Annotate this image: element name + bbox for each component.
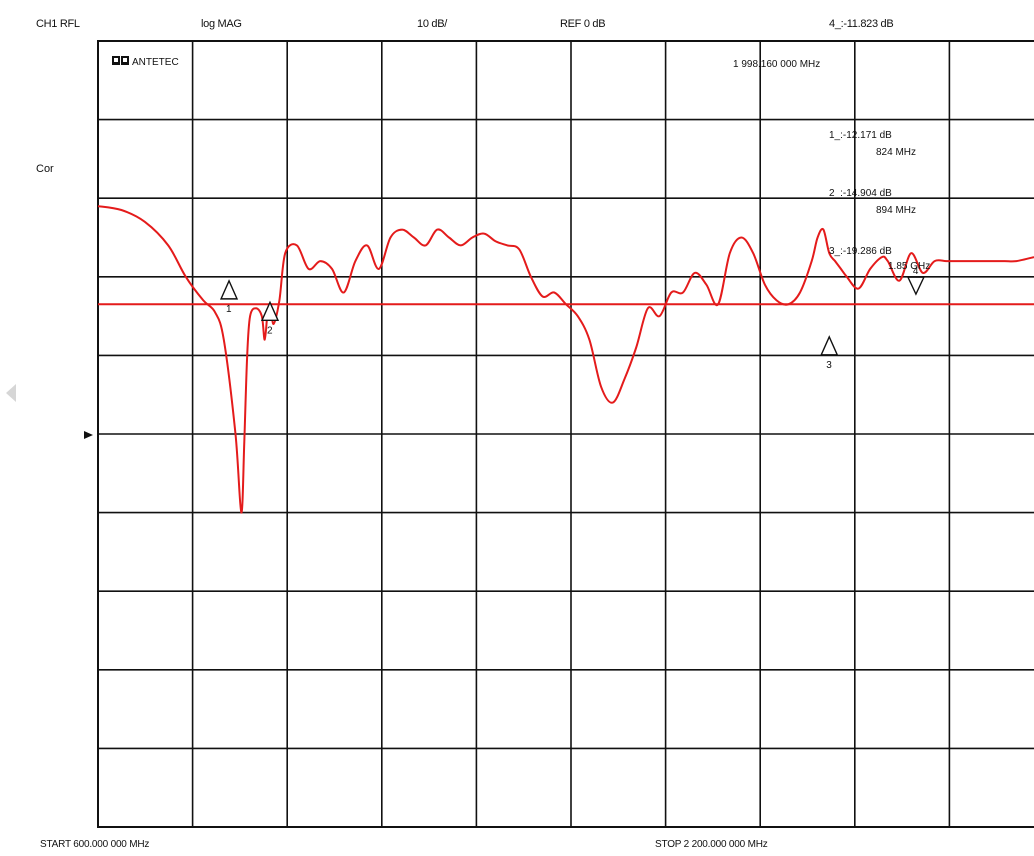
- marker-1: [219, 279, 239, 300]
- plot-frame: [97, 40, 1034, 828]
- marker-3-label: 3: [826, 360, 832, 371]
- start-frequency: START 600.000 000 MHz: [40, 839, 150, 850]
- channel-label: CH1 RFL: [36, 18, 80, 30]
- trace-line: [97, 205, 1034, 514]
- marker-1-frequency: 824 MHz: [876, 147, 916, 158]
- active-marker-frequency: 1 998.160 000 MHz: [733, 59, 820, 70]
- active-marker-readout: 4_:-11.823 dB: [829, 18, 894, 30]
- antetec-logo-icon: [112, 56, 129, 65]
- marker-3: [820, 335, 839, 356]
- marker-1-label: 1: [226, 304, 232, 315]
- graticule: [97, 40, 1034, 828]
- marker-2-value: 2_:-14.904 dB: [829, 188, 892, 199]
- marker-1-value: 1_:-12.171 dB: [829, 130, 892, 141]
- correction-indicator: Cor: [36, 163, 54, 175]
- marker-4-label: 4: [913, 266, 919, 277]
- brand-text: ANTETEC: [132, 57, 179, 68]
- marker-3-value: 3_:-19.286 dB: [829, 246, 892, 257]
- marker-2-frequency: 894 MHz: [876, 205, 916, 216]
- ref-level-triangle-icon: [84, 431, 93, 439]
- marker-2: [260, 300, 280, 322]
- scale-label: 10 dB/: [417, 18, 448, 30]
- format-label: log MAG: [201, 18, 242, 30]
- marker-3-frequency: 1.85 GHz: [888, 261, 930, 272]
- stop-frequency: STOP 2 200.000 000 MHz: [655, 839, 768, 850]
- left-arrow-icon[interactable]: [6, 384, 16, 402]
- marker-2-label: 2: [267, 325, 273, 336]
- reference-label: REF 0 dB: [560, 18, 606, 30]
- marker-4: [906, 276, 926, 296]
